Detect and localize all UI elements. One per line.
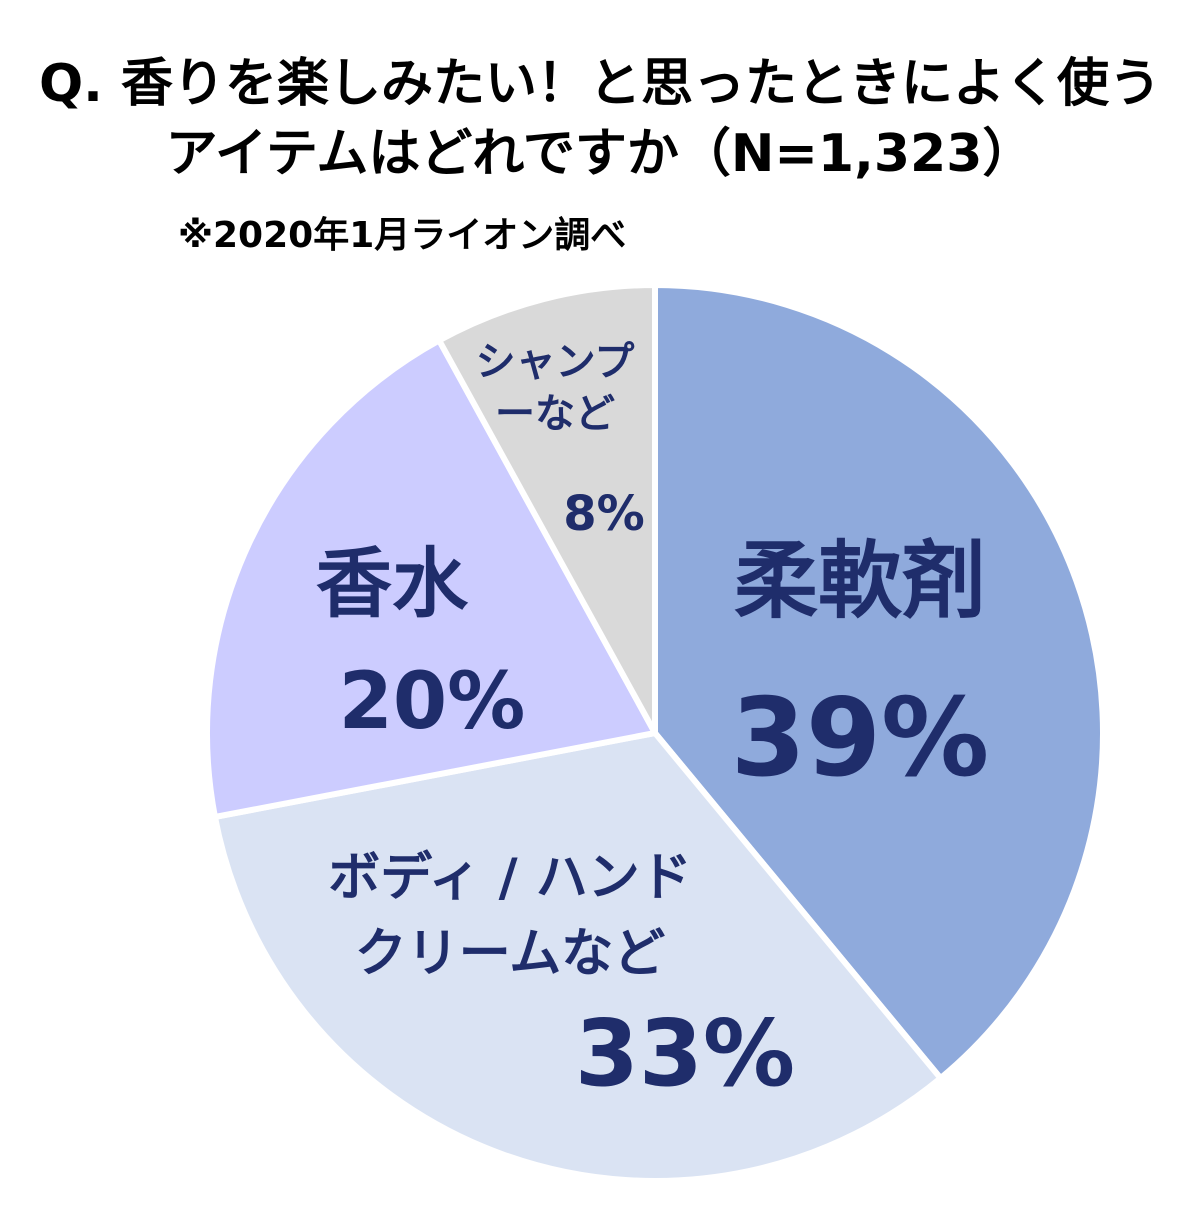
slice-value-label: 33% [575,1000,795,1107]
slice-name-label: 香水 [316,539,469,628]
slice-name-label: 柔軟剤 [734,532,986,630]
slice-value-label: 8% [563,486,645,542]
pie-slice [211,730,944,1184]
pie-slice [436,282,658,736]
slice-name-label: シャンプ [476,339,635,385]
chart-title-line-2: アイテムはどれですか（N=1,323） [165,124,1035,184]
slice-name-label: ーなど [495,391,615,437]
slice-name-label: ボディ / ハンド [328,848,692,908]
slice-name-label: クリームなど [355,924,665,984]
pie-slice [652,282,1106,1082]
slice-value-label: 39% [731,676,990,801]
survey-source-note: ※2020年1月ライオン調べ [178,215,627,256]
pie-slice [204,337,658,820]
chart-title-line-1: Q. 香りを楽しみたい！と思ったときによく使う [38,54,1162,114]
slice-value-label: 20% [339,657,526,747]
